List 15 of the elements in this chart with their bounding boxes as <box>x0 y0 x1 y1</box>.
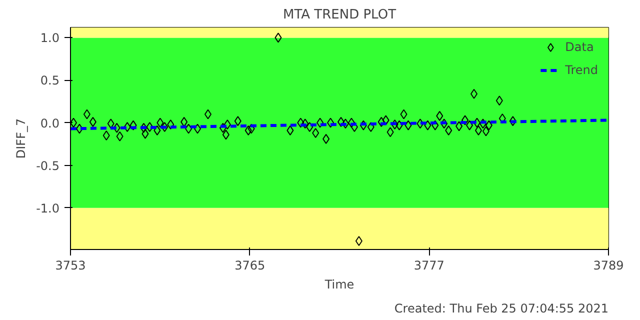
y-tick-label: 1.0 <box>40 31 60 46</box>
y-tick-label: 0.0 <box>40 116 60 130</box>
x-tick-label: 3753 <box>55 258 86 272</box>
text: Created: Thu Feb 25 07:04:55 2021 <box>394 302 609 316</box>
y-axis-title: DIFF_7 <box>14 118 28 159</box>
y-tick-label: -0.5 <box>36 158 60 173</box>
x-tick-label: 3789 <box>593 258 624 272</box>
x-axis-title: Time <box>324 278 354 292</box>
x-tick-label: 3765 <box>234 258 266 272</box>
chart-title: MTA TREND PLOT <box>282 8 396 22</box>
x-tick-label: 3777 <box>414 258 444 272</box>
y-tick-label: -1.0 <box>36 201 60 216</box>
y-tick-label: 0.5 <box>40 74 60 88</box>
legend-label: Data <box>565 40 594 54</box>
legend-label: Trend <box>565 63 598 77</box>
